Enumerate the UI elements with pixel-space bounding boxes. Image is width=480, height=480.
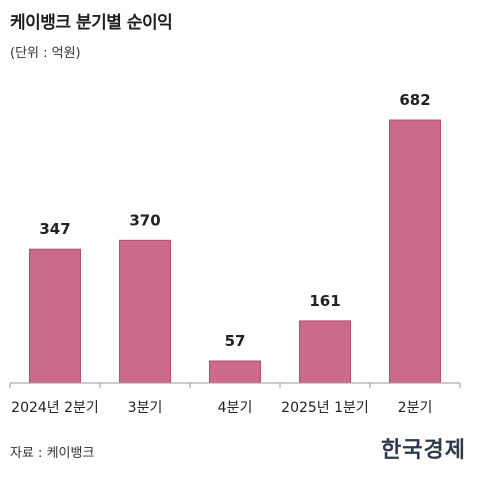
ticks-layer bbox=[9, 383, 461, 388]
bar bbox=[209, 360, 261, 384]
bar bbox=[29, 248, 81, 384]
source-note: 자료 : 케이뱅크 bbox=[10, 446, 95, 461]
bar-value-label: 57 bbox=[225, 332, 246, 350]
chart-title: 케이뱅크 분기별 순이익 bbox=[10, 13, 173, 33]
x-tick-label: 2025년 1분기 bbox=[281, 400, 369, 416]
bar-value-label: 347 bbox=[39, 220, 70, 238]
bar bbox=[119, 239, 171, 384]
bar bbox=[299, 320, 351, 384]
bar-value-label: 370 bbox=[129, 211, 160, 229]
labels-layer: 347 2024년 2분기 370 3분기 57 4분기 161 2025년 1분기 682 2분… bbox=[11, 91, 432, 416]
x-tick-label: 3분기 bbox=[128, 400, 163, 416]
unit-label: (단위 : 억원) bbox=[10, 46, 81, 61]
publisher-logo: 한국경제 bbox=[381, 437, 466, 463]
x-tick-label: 2분기 bbox=[398, 400, 433, 416]
bars-layer bbox=[29, 119, 441, 384]
bar-value-label: 682 bbox=[399, 91, 430, 109]
x-tick-label: 4분기 bbox=[218, 400, 253, 416]
bar-value-label: 161 bbox=[309, 292, 340, 310]
bar bbox=[389, 119, 441, 384]
x-tick-label: 2024년 2분기 bbox=[11, 400, 99, 416]
